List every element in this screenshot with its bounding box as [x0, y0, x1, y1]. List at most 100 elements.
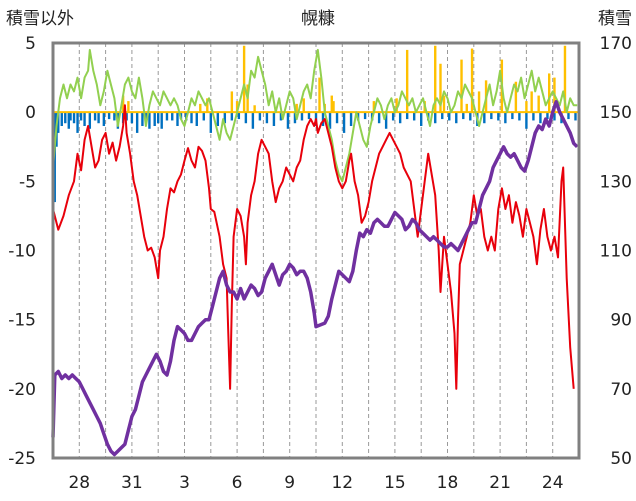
chart-title: 幌糠 [301, 8, 335, 29]
x-tick-label-9: 24 [542, 473, 564, 493]
snow-change-bar-43 [251, 112, 255, 129]
snow-change-bar-83 [532, 112, 535, 121]
snowfall-bar-15 [372, 101, 376, 113]
snowfall-bar-14 [332, 101, 335, 113]
snow-change-bar-84 [539, 112, 542, 124]
snowfall-bar-5 [235, 101, 239, 113]
snow-change-bar-31 [176, 112, 179, 126]
snow-change-bar-16 [107, 112, 111, 120]
snowfall-bar-8 [253, 105, 256, 113]
snow-change-bar-61 [377, 112, 381, 124]
snow-change-bar-47 [279, 112, 283, 121]
snow-change-bar-72 [455, 112, 458, 124]
snow-change-bar-3 [57, 112, 60, 133]
humidity-green-line [52, 48, 578, 183]
snow-change-bar-41 [237, 112, 241, 120]
snow-change-bar-28 [160, 112, 163, 129]
snow-change-bar-34 [190, 112, 193, 124]
x-tick-label-2: 3 [179, 473, 190, 493]
snowfall-bar-3 [206, 98, 209, 113]
snow-change-bar-70 [441, 112, 444, 120]
x-tick-label-3: 6 [232, 473, 243, 493]
snow-change-bar-27 [157, 112, 160, 124]
right-axis-title: 積雪 [598, 9, 632, 29]
snow-change-bar-85 [546, 112, 549, 120]
snowfall-bar-22 [460, 59, 463, 113]
left-tick-label-5: -20 [8, 380, 36, 400]
plot-frame [51, 41, 581, 460]
snow-change-bar-21 [130, 112, 134, 124]
snow-change-bar-63 [391, 112, 395, 121]
snow-change-bar-20 [125, 112, 128, 121]
snowfall-bar-1 [127, 101, 130, 113]
snowfall-bar-4 [230, 91, 234, 113]
x-tick-label-0: 28 [68, 473, 90, 493]
snow-change-bar-29 [165, 112, 169, 121]
snow-change-bar-81 [518, 112, 521, 121]
x-tick-label-4: 9 [284, 473, 295, 493]
snow-change-bar-50 [300, 112, 304, 121]
snow-change-bar-73 [462, 112, 465, 120]
snowfall-bar-20 [439, 63, 442, 113]
snowfall-bar-25 [477, 91, 481, 113]
left-tick-label-3: -10 [8, 242, 36, 262]
x-tick-label-5: 12 [331, 473, 353, 493]
snow-change-bar-65 [405, 112, 409, 120]
x-tick-label-7: 18 [437, 473, 459, 493]
snow-change-bar-39 [223, 112, 227, 124]
snow-change-bar-80 [511, 112, 514, 120]
left-axis-title: 積雪以外 [6, 9, 74, 29]
snow-change-bar-79 [504, 112, 507, 124]
snow-change-bar-25 [148, 112, 151, 129]
left-tick-label-1: 0 [25, 103, 36, 123]
snow-change-bar-35 [195, 112, 198, 126]
snow-change-bar-48 [286, 112, 290, 129]
snow-change-bar-37 [209, 112, 212, 133]
snow-change-bar-86 [553, 112, 556, 121]
snow-change-bar-40 [230, 112, 234, 121]
snow-change-bar-22 [135, 112, 139, 133]
snow-change-bar-74 [469, 112, 472, 121]
left-tick-label-0: 5 [25, 34, 36, 54]
snowfall-bar-31 [537, 95, 540, 113]
snow-change-bar-76 [483, 112, 486, 124]
snow-change-bar-15 [102, 112, 106, 126]
snow-change-bar-51 [307, 112, 311, 120]
grid-layer [78, 43, 554, 458]
snow-change-bar-71 [448, 112, 451, 121]
snowfall-bar-9 [295, 103, 298, 113]
right-tick-label-3: 110 [600, 242, 632, 262]
x-tick-label-1: 31 [121, 473, 143, 493]
snow-change-bar-30 [171, 112, 174, 121]
snowfall-bar-30 [530, 91, 533, 113]
x-tick-label-6: 15 [384, 473, 406, 493]
snow-change-bar-66 [412, 112, 416, 121]
snow-change-bar-24 [144, 112, 148, 121]
snow-change-bar-45 [265, 112, 269, 124]
right-tick-label-6: 50 [610, 449, 632, 469]
snow-change-bar-11 [83, 112, 86, 126]
x-tick-label-8: 21 [489, 473, 511, 493]
snowfall-bar-10 [302, 98, 305, 113]
snow-change-bar-78 [497, 112, 500, 121]
snow-change-bar-82 [525, 112, 528, 129]
snow-change-bar-6 [67, 112, 70, 129]
snowfall-bar-16 [395, 98, 398, 113]
snow-change-bar-88 [567, 112, 570, 120]
snowfall-bar-11 [318, 77, 321, 113]
snow-change-bar-53 [321, 112, 325, 126]
snow-change-bar-9 [76, 112, 79, 133]
snow-change-bar-36 [202, 112, 205, 121]
snowfall-bar-32 [547, 73, 551, 113]
snow-change-bar-38 [216, 112, 220, 126]
snowfall-bar-21 [442, 95, 446, 113]
snow-change-bar-56 [342, 112, 346, 133]
snow-change-bar-69 [434, 112, 437, 124]
snow-change-bar-17 [113, 112, 116, 121]
snowfall-bar-34 [563, 45, 567, 113]
snow-change-bar-44 [258, 112, 262, 121]
snowfall-bar-13 [330, 95, 333, 113]
snow-change-bar-67 [420, 112, 423, 126]
